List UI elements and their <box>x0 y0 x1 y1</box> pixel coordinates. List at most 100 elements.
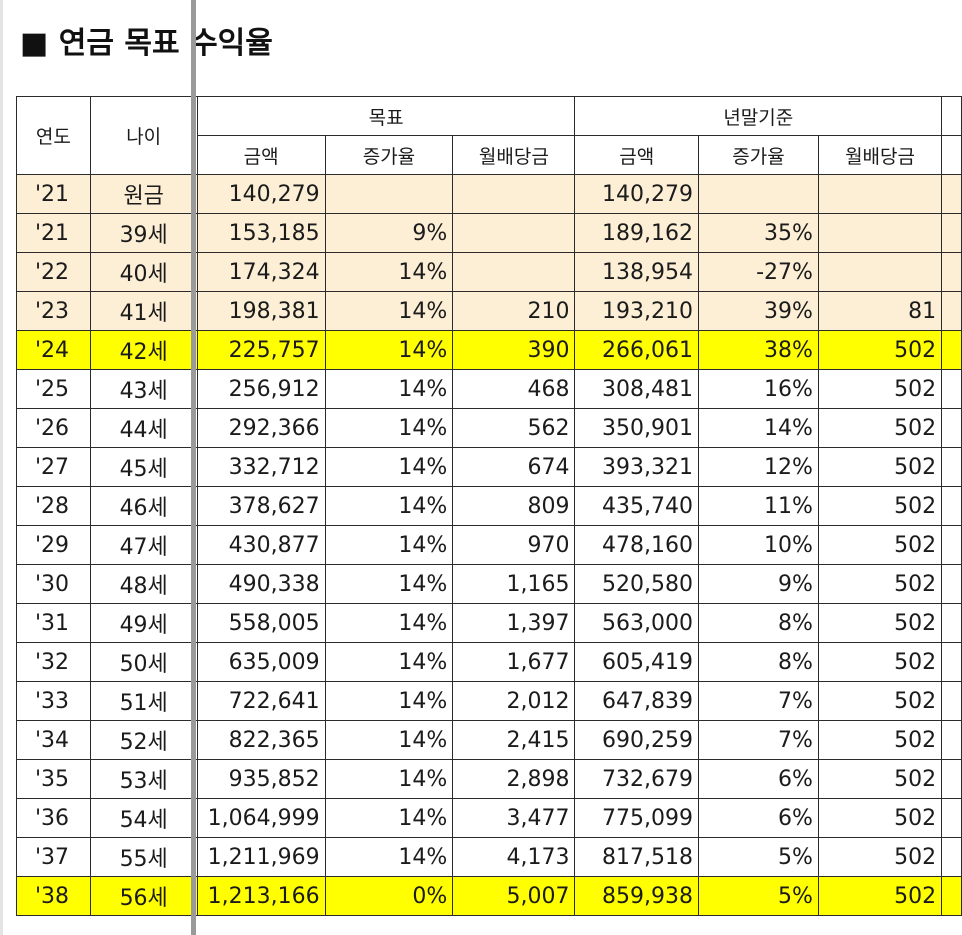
cell-actual-growth[interactable]: 8% <box>698 603 819 643</box>
cell-extra[interactable] <box>941 291 962 331</box>
cell-extra[interactable] <box>941 213 962 253</box>
cell-target-amount[interactable]: 558,005 <box>196 603 326 643</box>
cell-actual-amount[interactable]: 520,580 <box>574 564 700 604</box>
cell-actual-amount[interactable]: 138,954 <box>574 252 700 292</box>
cell-age[interactable]: 40세 <box>89 252 198 292</box>
cell-actual-amount[interactable]: 435,740 <box>574 486 700 526</box>
cell-target-dividend[interactable] <box>452 213 576 253</box>
cell-actual-amount[interactable]: 647,839 <box>574 681 700 721</box>
cell-target-amount[interactable]: 1,064,999 <box>196 798 326 838</box>
cell-extra[interactable] <box>941 642 962 682</box>
cell-target-amount[interactable]: 198,381 <box>196 291 326 331</box>
cell-extra[interactable] <box>941 525 962 565</box>
cell-target-dividend[interactable]: 4,173 <box>452 837 576 877</box>
cell-target-growth[interactable]: 14% <box>324 252 454 292</box>
freeze-pane-divider[interactable] <box>191 0 196 935</box>
cell-actual-growth[interactable]: 38% <box>698 330 819 370</box>
cell-actual-dividend[interactable]: 81 <box>817 291 943 331</box>
cell-year[interactable]: '36 <box>16 798 91 838</box>
cell-target-growth[interactable]: 14% <box>324 564 454 604</box>
cell-extra[interactable] <box>941 174 962 214</box>
cell-target-growth[interactable]: 14% <box>324 291 454 331</box>
cell-target-dividend[interactable]: 970 <box>452 525 576 565</box>
cell-actual-growth[interactable]: 6% <box>698 759 819 799</box>
cell-target-dividend[interactable]: 1,165 <box>452 564 576 604</box>
cell-extra[interactable] <box>941 486 962 526</box>
cell-target-amount[interactable]: 140,279 <box>196 174 326 214</box>
cell-extra[interactable] <box>941 798 962 838</box>
cell-year[interactable]: '24 <box>16 330 91 370</box>
cell-actual-amount[interactable]: 478,160 <box>574 525 700 565</box>
cell-actual-dividend[interactable]: 502 <box>817 564 943 604</box>
cell-actual-growth[interactable]: 35% <box>698 213 819 253</box>
cell-actual-growth[interactable]: 39% <box>698 291 819 331</box>
header-year[interactable]: 연도 <box>16 96 91 175</box>
cell-target-growth[interactable]: 14% <box>324 369 454 409</box>
header-target-amount[interactable]: 금액 <box>196 135 326 175</box>
cell-actual-amount[interactable]: 393,321 <box>574 447 700 487</box>
header-age[interactable]: 나이 <box>89 96 198 175</box>
cell-target-amount[interactable]: 292,366 <box>196 408 326 448</box>
cell-actual-amount[interactable]: 605,419 <box>574 642 700 682</box>
cell-actual-dividend[interactable]: 502 <box>817 798 943 838</box>
cell-year[interactable]: '31 <box>16 603 91 643</box>
header-target-group[interactable]: 목표 <box>196 96 576 136</box>
cell-extra[interactable] <box>941 252 962 292</box>
cell-target-dividend[interactable]: 1,677 <box>452 642 576 682</box>
cell-target-growth[interactable]: 14% <box>324 447 454 487</box>
cell-actual-growth[interactable]: 14% <box>698 408 819 448</box>
cell-target-dividend[interactable]: 809 <box>452 486 576 526</box>
cell-age[interactable]: 48세 <box>89 564 198 604</box>
cell-actual-growth[interactable]: 11% <box>698 486 819 526</box>
cell-target-growth[interactable]: 14% <box>324 408 454 448</box>
cell-actual-amount[interactable]: 817,518 <box>574 837 700 877</box>
cell-target-growth[interactable]: 14% <box>324 759 454 799</box>
cell-age[interactable]: 46세 <box>89 486 198 526</box>
cell-extra[interactable] <box>941 720 962 760</box>
cell-target-growth[interactable]: 14% <box>324 720 454 760</box>
header-actual-growth[interactable]: 증가율 <box>698 135 819 175</box>
cell-target-growth[interactable]: 0% <box>324 876 454 916</box>
cell-actual-amount[interactable]: 308,481 <box>574 369 700 409</box>
cell-year[interactable]: '26 <box>16 408 91 448</box>
cell-target-amount[interactable]: 430,877 <box>196 525 326 565</box>
cell-actual-growth[interactable]: 5% <box>698 837 819 877</box>
cell-actual-growth[interactable]: 9% <box>698 564 819 604</box>
cell-age[interactable]: 42세 <box>89 330 198 370</box>
cell-year[interactable]: '22 <box>16 252 91 292</box>
cell-extra[interactable] <box>941 564 962 604</box>
cell-age[interactable]: 45세 <box>89 447 198 487</box>
cell-actual-growth[interactable]: -27% <box>698 252 819 292</box>
cell-target-dividend[interactable]: 3,477 <box>452 798 576 838</box>
cell-year[interactable]: '25 <box>16 369 91 409</box>
cell-actual-amount[interactable]: 732,679 <box>574 759 700 799</box>
cell-target-growth[interactable]: 9% <box>324 213 454 253</box>
cell-age[interactable]: 43세 <box>89 369 198 409</box>
cell-target-growth[interactable]: 14% <box>324 837 454 877</box>
cell-actual-dividend[interactable]: 502 <box>817 720 943 760</box>
cell-extra[interactable] <box>941 408 962 448</box>
cell-actual-amount[interactable]: 140,279 <box>574 174 700 214</box>
cell-age[interactable]: 44세 <box>89 408 198 448</box>
cell-target-dividend[interactable]: 2,898 <box>452 759 576 799</box>
cell-actual-dividend[interactable]: 502 <box>817 408 943 448</box>
cell-target-amount[interactable]: 256,912 <box>196 369 326 409</box>
cell-actual-dividend[interactable]: 502 <box>817 837 943 877</box>
cell-extra[interactable] <box>941 447 962 487</box>
cell-extra[interactable] <box>941 330 962 370</box>
cell-actual-dividend[interactable]: 502 <box>817 681 943 721</box>
cell-age[interactable]: 41세 <box>89 291 198 331</box>
header-actual-amount[interactable]: 금액 <box>574 135 700 175</box>
cell-age[interactable]: 56세 <box>89 876 198 916</box>
cell-target-dividend[interactable] <box>452 252 576 292</box>
header-actual-dividend[interactable]: 월배당금 <box>817 135 943 175</box>
cell-actual-amount[interactable]: 350,901 <box>574 408 700 448</box>
cell-year[interactable]: '29 <box>16 525 91 565</box>
cell-target-dividend[interactable]: 390 <box>452 330 576 370</box>
cell-year[interactable]: '33 <box>16 681 91 721</box>
cell-actual-growth[interactable]: 7% <box>698 720 819 760</box>
cell-actual-dividend[interactable]: 502 <box>817 447 943 487</box>
cell-actual-dividend[interactable] <box>817 252 943 292</box>
cell-target-dividend[interactable]: 2,012 <box>452 681 576 721</box>
cell-year[interactable]: '21 <box>16 174 91 214</box>
